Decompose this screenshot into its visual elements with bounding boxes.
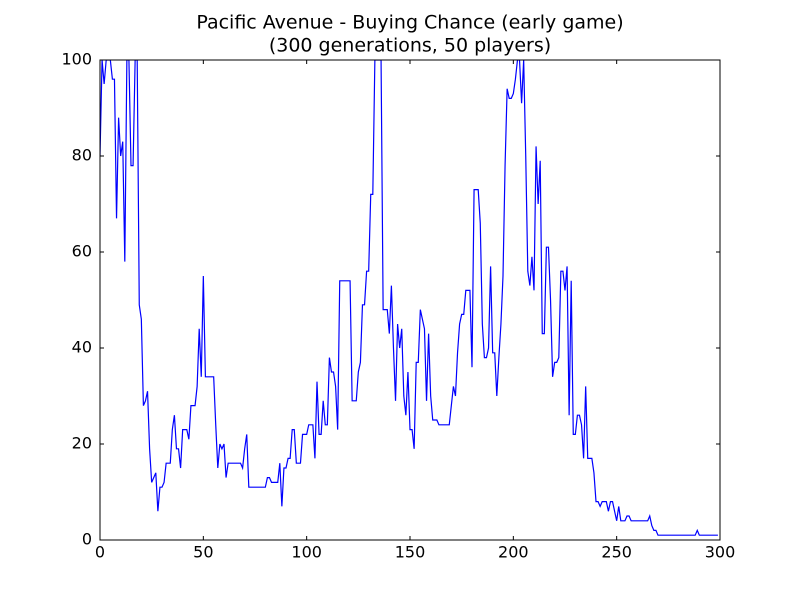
x-tick-label: 200 — [498, 543, 529, 562]
y-tick-label: 60 — [72, 242, 92, 261]
x-tick-label: 50 — [193, 543, 213, 562]
chart-title: Pacific Avenue - Buying Chance (early ga… — [196, 12, 623, 34]
y-tick-label: 40 — [72, 338, 92, 357]
plot-area — [100, 60, 718, 536]
x-tick-label: 250 — [601, 543, 632, 562]
line — [100, 60, 718, 536]
x-tick-label: 100 — [291, 543, 322, 562]
x-tick-label: 150 — [395, 543, 426, 562]
y-tick-label: 100 — [61, 50, 92, 69]
y-tick-label: 0 — [82, 530, 92, 549]
chart-subtitle: (300 generations, 50 players) — [269, 35, 551, 57]
y-tick-label: 80 — [72, 146, 92, 165]
axes-frame — [99, 59, 721, 541]
x-tick-label: 0 — [95, 543, 105, 562]
y-tick-label: 20 — [72, 434, 92, 453]
x-tick-label: 300 — [705, 543, 736, 562]
